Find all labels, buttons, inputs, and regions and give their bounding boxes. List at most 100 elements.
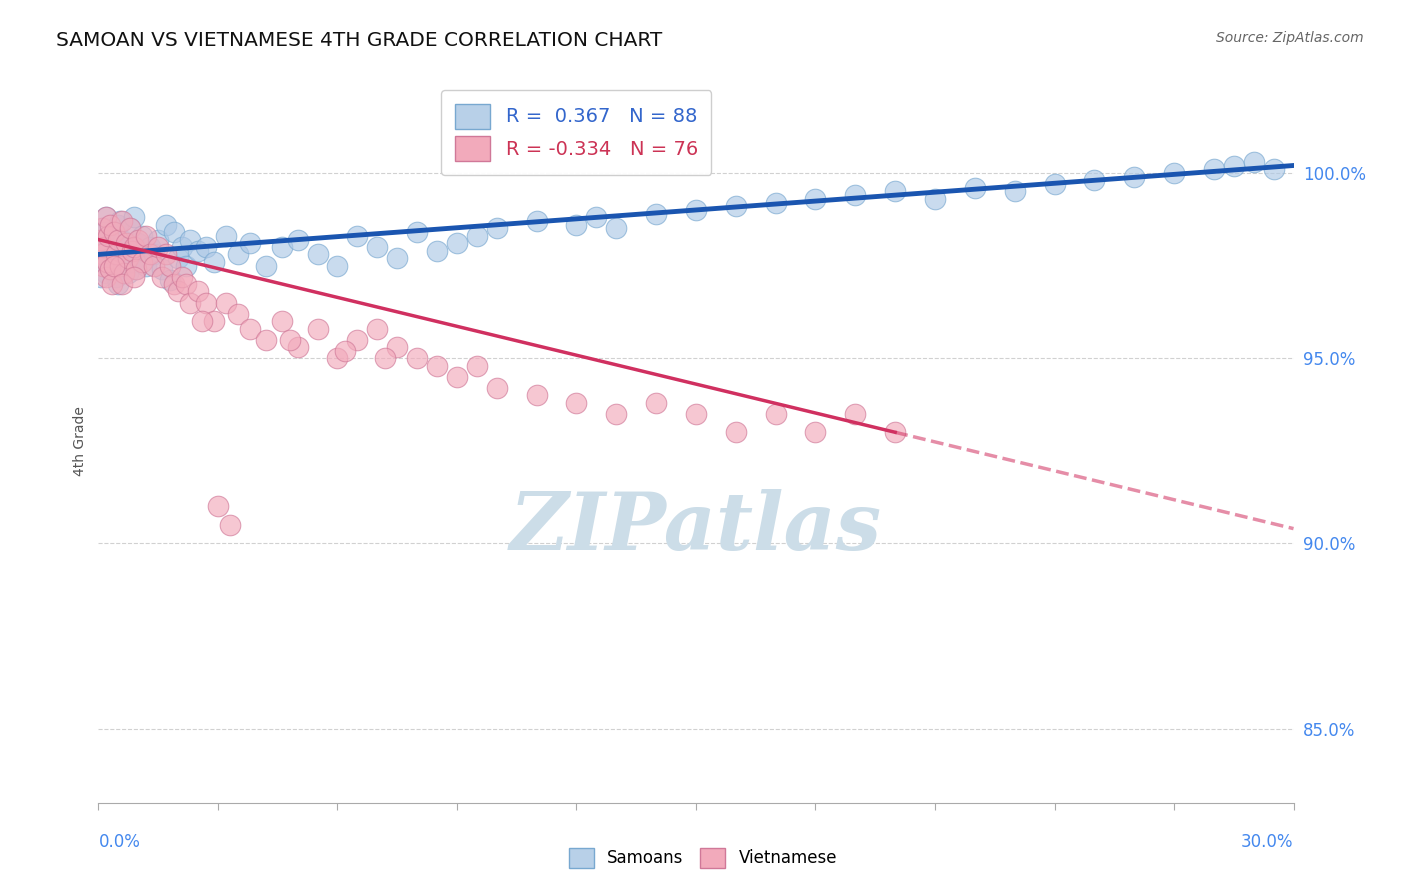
Point (89, 233, 111, 247)
Point (1043, 177, 1066, 191)
Point (131, 255, 153, 269)
Point (374, 351, 396, 366)
Point (685, 202, 707, 217)
Point (270, 314, 292, 328)
Text: 0.0%: 0.0% (98, 833, 141, 851)
Point (1263, 162, 1285, 177)
Point (163, 225, 186, 239)
Point (124, 240, 146, 254)
Point (120, 221, 142, 235)
Point (97, 240, 120, 254)
Point (765, 407, 787, 421)
Point (93, 221, 115, 235)
Point (159, 273, 181, 287)
Point (1243, 154, 1265, 169)
Point (526, 214, 548, 228)
Point (485, 221, 508, 235)
Point (724, 425, 747, 440)
Point (98, 218, 122, 232)
Point (121, 244, 143, 258)
Point (150, 262, 173, 277)
Point (1223, 159, 1246, 173)
Text: SAMOAN VS VIETNAMESE 4TH GRADE CORRELATION CHART: SAMOAN VS VIETNAMESE 4TH GRADE CORRELATI… (56, 31, 662, 50)
Point (804, 192, 827, 206)
Point (117, 251, 139, 265)
Point (163, 277, 186, 291)
Point (335, 343, 357, 358)
Point (105, 247, 128, 261)
Point (724, 199, 747, 213)
Point (385, 340, 409, 354)
Point (98, 262, 121, 277)
Point (385, 251, 409, 265)
Point (179, 233, 201, 247)
Point (93, 255, 115, 269)
Point (605, 407, 627, 421)
Point (1163, 166, 1185, 180)
Point (254, 333, 277, 347)
Point (219, 517, 242, 532)
Point (90, 269, 112, 284)
Point (844, 188, 866, 202)
Point (202, 255, 225, 269)
Text: ZIPatlas: ZIPatlas (510, 490, 882, 567)
Point (406, 225, 429, 239)
Point (191, 314, 214, 328)
Point (127, 236, 149, 251)
Point (884, 185, 907, 199)
Point (1004, 185, 1026, 199)
Point (167, 251, 190, 265)
Point (172, 240, 194, 254)
Point (98, 262, 121, 277)
Point (117, 266, 139, 280)
Point (526, 388, 548, 402)
Point (159, 259, 181, 273)
Point (239, 321, 262, 335)
Point (179, 295, 201, 310)
Point (585, 211, 607, 225)
Point (226, 307, 249, 321)
Point (844, 407, 866, 421)
Point (287, 233, 309, 247)
Point (124, 269, 146, 284)
Point (148, 233, 170, 247)
Legend: R =  0.367   N = 88, R = -0.334   N = 76: R = 0.367 N = 88, R = -0.334 N = 76 (441, 90, 711, 175)
Point (207, 500, 229, 514)
Point (174, 277, 197, 291)
Point (326, 351, 349, 366)
Point (107, 233, 129, 247)
Point (270, 240, 292, 254)
Point (565, 395, 588, 409)
Point (150, 269, 173, 284)
Point (110, 259, 132, 273)
Point (1202, 162, 1225, 177)
Point (96, 255, 118, 269)
Point (121, 255, 143, 269)
Point (139, 240, 162, 254)
Point (287, 340, 309, 354)
Point (107, 277, 129, 291)
Point (91, 240, 114, 254)
Point (112, 266, 135, 280)
Point (155, 218, 177, 232)
Point (426, 244, 449, 258)
Point (278, 333, 301, 347)
Point (1123, 169, 1146, 184)
Point (346, 333, 368, 347)
Point (111, 277, 134, 291)
Point (167, 285, 190, 299)
Point (187, 244, 209, 258)
Point (91, 259, 114, 273)
Point (195, 240, 218, 254)
Point (406, 351, 429, 366)
Point (94, 269, 117, 284)
Point (426, 359, 449, 373)
Point (94, 225, 117, 239)
Point (148, 240, 170, 254)
Point (226, 247, 249, 261)
Point (366, 240, 388, 254)
Point (101, 277, 124, 291)
Point (90, 247, 112, 261)
Point (98, 228, 122, 243)
Point (195, 295, 218, 310)
